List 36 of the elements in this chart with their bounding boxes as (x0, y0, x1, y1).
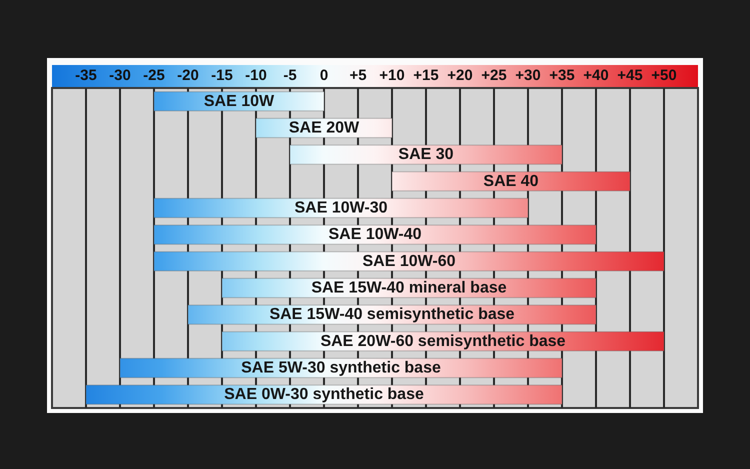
y-tick-label: SAE 10W (204, 92, 276, 110)
x-tick-label: +15 (413, 67, 439, 84)
y-tick-label: SAE 10W-40 (328, 226, 422, 244)
y-tick-label: SAE 20W (288, 120, 360, 136)
bar (154, 224, 596, 245)
x-tick-label: +5 (349, 67, 367, 84)
y-tick-label: SAE 0W-30 synthetic base (224, 386, 424, 404)
x-tick-label: -30 (109, 67, 131, 84)
x-tick-label: +35 (549, 67, 575, 84)
x-tick-label: +25 (481, 67, 507, 84)
y-tick-label: SAE 5W-30 synthetic base (241, 360, 441, 376)
x-tick-label: +40 (583, 67, 609, 84)
x-tick-label: +10 (379, 67, 405, 84)
bar (392, 171, 630, 192)
x-tick-label: +45 (617, 67, 643, 84)
x-tick-label: -25 (143, 67, 165, 84)
bar (290, 144, 562, 165)
x-tick-label: -10 (245, 67, 267, 84)
y-tick-label: SAE 15W-40 semisynthetic base (269, 306, 515, 324)
y-tick-label: SAE 30 (398, 146, 454, 164)
y-tick-label: SAE 15W-40 mineral base (311, 280, 507, 296)
x-tick-label: -15 (211, 67, 233, 84)
x-tick-label: -20 (177, 67, 199, 84)
y-tick-label: SAE 10W-30 (294, 200, 388, 216)
x-tick-label: +20 (447, 67, 473, 84)
bar (154, 251, 664, 272)
x-tick-label: -35 (75, 67, 97, 84)
bar (154, 198, 528, 218)
x-tick-label: +30 (515, 67, 541, 84)
y-tick-label: SAE 40 (483, 172, 539, 190)
x-tick-label: -5 (283, 67, 297, 84)
x-tick-label: 0 (320, 67, 328, 84)
bar (86, 384, 562, 405)
x-tick-label: +50 (651, 67, 677, 84)
y-tick-label: SAE 10W-60 (362, 252, 456, 270)
y-tick-label: SAE 20W-60 semisynthetic base (320, 332, 566, 350)
